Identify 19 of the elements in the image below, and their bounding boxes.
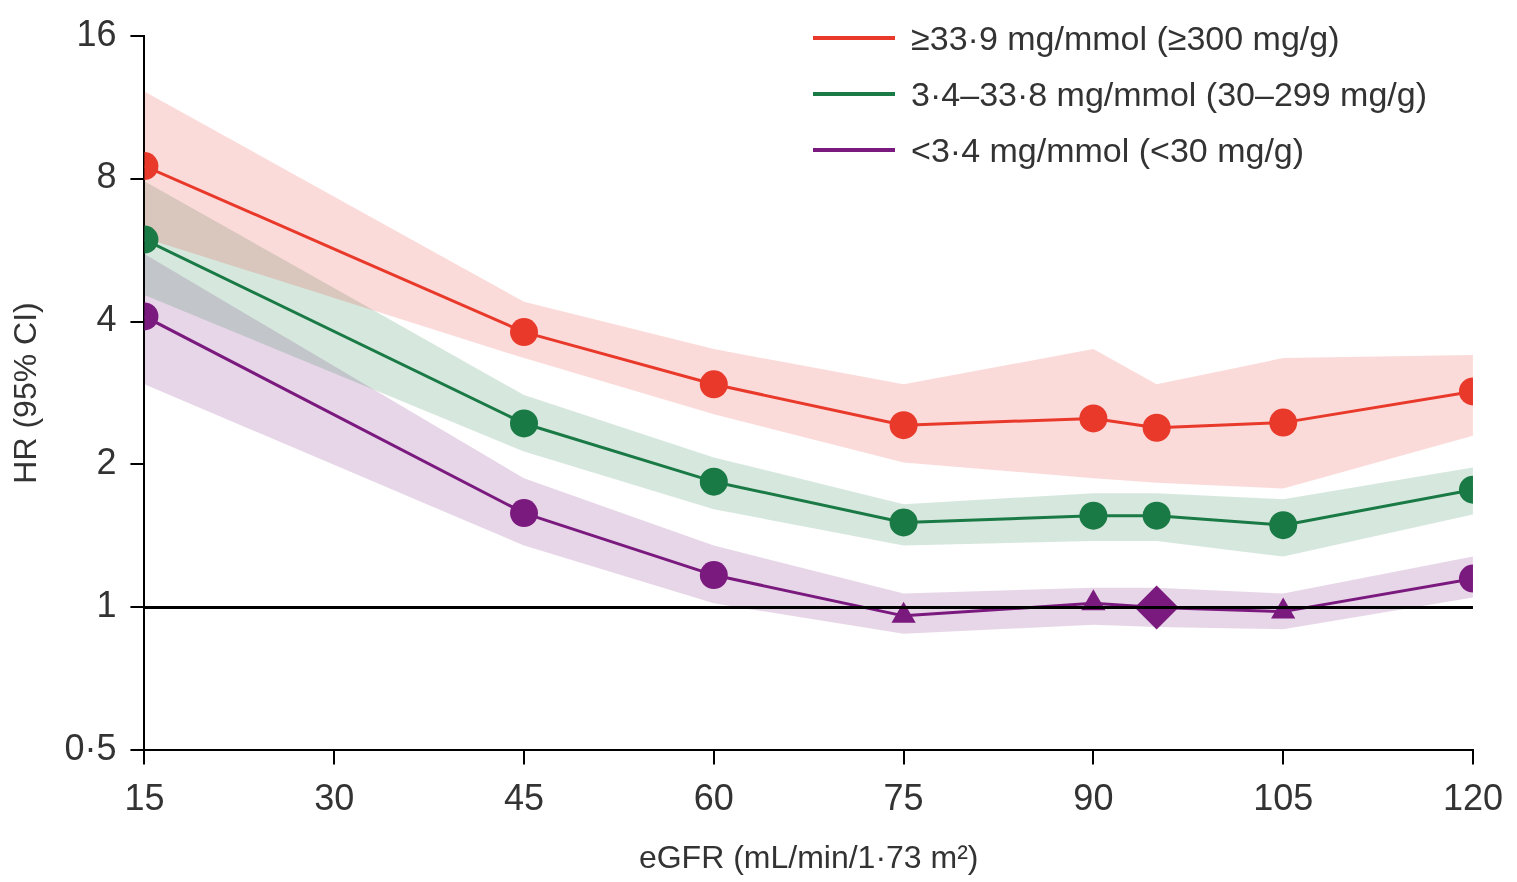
- y-tick-label: 2: [96, 441, 117, 483]
- x-tick-label: 75: [883, 776, 924, 818]
- x-tick-label: 120: [1442, 776, 1504, 818]
- y-tick-label: 0·5: [64, 727, 117, 769]
- x-tick-label: 90: [1073, 776, 1114, 818]
- y-axis-title: HR (95% CI): [7, 302, 44, 484]
- x-tick-label: 105: [1253, 776, 1314, 818]
- y-tick-label: 8: [96, 155, 117, 197]
- y-tick-label: 1: [96, 584, 117, 626]
- x-axis-title: eGFR (mL/min/1·73 m²): [638, 838, 979, 875]
- legend-label: ≥33·9 mg/mmol (≥300 mg/g): [911, 18, 1340, 59]
- y-tick-label: 16: [76, 12, 117, 54]
- x-tick-label: 45: [503, 776, 545, 818]
- x-tick-label: 30: [314, 776, 355, 818]
- x-tick-label: 60: [693, 776, 734, 818]
- y-tick-label: 4: [96, 298, 117, 340]
- legend-label: <3·4 mg/mmol (<30 mg/g): [911, 130, 1305, 171]
- x-tick-label: 15: [124, 776, 165, 818]
- legend-label: 3·4–33·8 mg/mmol (30–299 mg/g): [911, 74, 1427, 115]
